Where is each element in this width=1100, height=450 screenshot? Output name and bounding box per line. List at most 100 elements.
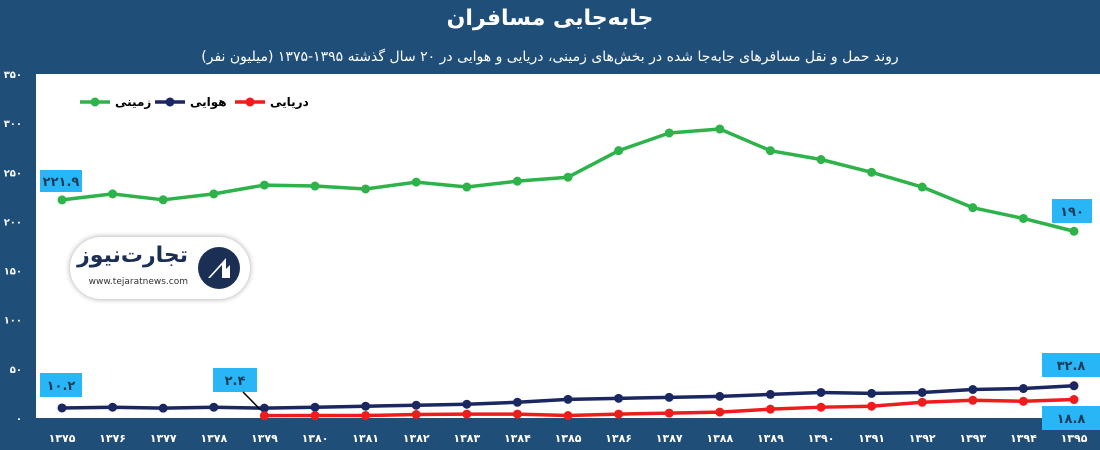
data-point bbox=[1069, 381, 1079, 391]
data-point bbox=[259, 403, 269, 413]
data-point bbox=[563, 411, 573, 421]
data-label-box bbox=[1042, 353, 1100, 377]
data-point bbox=[867, 167, 877, 177]
data-point bbox=[462, 409, 472, 419]
data-label: ۲۲۱.۹ bbox=[43, 175, 80, 190]
chart-title: جابه‌جایی مسافران bbox=[446, 6, 654, 31]
data-point bbox=[563, 394, 573, 404]
data-point bbox=[209, 402, 219, 412]
data-point bbox=[512, 397, 522, 407]
data-point bbox=[361, 184, 371, 194]
data-point bbox=[614, 409, 624, 419]
legend-label-2: دریایی bbox=[270, 95, 309, 109]
data-point bbox=[664, 408, 674, 418]
data-label-box bbox=[1052, 199, 1092, 223]
y-tick-label: ۰ bbox=[16, 414, 22, 425]
data-point bbox=[917, 397, 927, 407]
data-label-box bbox=[40, 170, 82, 192]
x-tick-label: ۱۳۹۱ bbox=[858, 432, 885, 445]
x-tick-label: ۱۳۸۳ bbox=[453, 432, 480, 445]
legend-label-1: هوایی bbox=[190, 95, 227, 110]
x-tick-label: ۱۳۹۳ bbox=[959, 432, 986, 445]
data-point bbox=[1069, 226, 1079, 236]
data-point bbox=[765, 146, 775, 156]
data-point bbox=[158, 403, 168, 413]
data-label: ۲.۴ bbox=[225, 374, 246, 389]
data-point bbox=[715, 407, 725, 417]
data-point bbox=[715, 124, 725, 134]
data-label-box bbox=[213, 368, 257, 392]
data-point bbox=[411, 410, 421, 420]
x-tick-label: ۱۳۹۴ bbox=[1010, 432, 1037, 445]
data-point bbox=[361, 401, 371, 411]
data-label-box bbox=[40, 373, 82, 397]
data-point bbox=[765, 404, 775, 414]
data-point bbox=[715, 391, 725, 401]
x-tick-label: ۱۳۸۱ bbox=[352, 432, 379, 445]
x-tick-label: ۱۳۷۵ bbox=[49, 432, 76, 445]
data-point bbox=[1018, 384, 1028, 394]
data-point bbox=[1018, 396, 1028, 406]
data-point bbox=[108, 402, 118, 412]
data-point bbox=[1018, 213, 1028, 223]
data-point bbox=[361, 411, 371, 421]
data-point bbox=[158, 195, 168, 205]
data-point bbox=[968, 395, 978, 405]
x-tick-label: ۱۳۸۰ bbox=[302, 432, 329, 445]
y-tick-label: ۱۵۰ bbox=[4, 267, 22, 278]
legend-marker-0 bbox=[90, 97, 100, 107]
data-point bbox=[259, 180, 269, 190]
data-point bbox=[664, 128, 674, 138]
data-point bbox=[664, 392, 674, 402]
y-tick-label: ۳۰۰ bbox=[4, 119, 22, 130]
data-point bbox=[512, 409, 522, 419]
data-point bbox=[310, 181, 320, 191]
chart-subtitle: روند حمل و نقل مسافرهای جابه‌جا شده در ب… bbox=[201, 49, 899, 65]
data-point bbox=[512, 176, 522, 186]
data-point bbox=[411, 400, 421, 410]
leader-line bbox=[242, 391, 261, 411]
y-tick-label: ۵۰ bbox=[10, 365, 22, 376]
data-point bbox=[259, 411, 269, 421]
data-point bbox=[462, 182, 472, 192]
data-point bbox=[816, 387, 826, 397]
logo-name: تجارت‌نیوز bbox=[77, 243, 188, 268]
data-point bbox=[411, 177, 421, 187]
logo-mark-icon bbox=[198, 247, 240, 289]
y-tick-label: ۳۵۰ bbox=[4, 70, 22, 81]
data-point bbox=[968, 203, 978, 213]
data-point bbox=[57, 195, 67, 205]
data-label: ۱۸.۸ bbox=[1057, 412, 1086, 427]
data-point bbox=[816, 402, 826, 412]
legend-label-0: زمینی bbox=[115, 95, 151, 109]
data-point bbox=[816, 155, 826, 165]
data-label: ۱۰.۲ bbox=[47, 379, 76, 394]
y-tick-label: ۲۰۰ bbox=[4, 217, 22, 228]
data-label: ۳۲.۸ bbox=[1057, 359, 1086, 374]
legend-marker-1 bbox=[165, 97, 175, 107]
x-tick-label: ۱۳۸۴ bbox=[504, 432, 531, 445]
x-tick-label: ۱۳۷۹ bbox=[251, 432, 278, 445]
data-point bbox=[462, 399, 472, 409]
data-point bbox=[310, 402, 320, 412]
data-point bbox=[310, 411, 320, 421]
data-point bbox=[563, 172, 573, 182]
data-point bbox=[867, 388, 877, 398]
x-tick-label: ۱۳۹۵ bbox=[1061, 432, 1088, 445]
x-tick-label: ۱۳۸۹ bbox=[757, 432, 784, 445]
data-label-box bbox=[1042, 406, 1100, 430]
x-tick-label: ۱۳۸۸ bbox=[706, 432, 733, 445]
x-tick-label: ۱۳۸۷ bbox=[656, 432, 683, 445]
data-point bbox=[917, 182, 927, 192]
y-tick-label: ۲۵۰ bbox=[4, 168, 22, 179]
x-tick-label: ۱۳۹۰ bbox=[808, 432, 835, 445]
x-tick-label: ۱۳۷۷ bbox=[150, 432, 177, 445]
data-point bbox=[968, 384, 978, 394]
data-label: ۱۹۰ bbox=[1060, 205, 1084, 220]
data-point bbox=[917, 387, 927, 397]
tejaratnews-logo: تجارت‌نیوز www.tejaratnews.com bbox=[70, 237, 250, 299]
x-tick-label: ۱۳۷۶ bbox=[99, 432, 126, 445]
data-point bbox=[614, 146, 624, 156]
data-point bbox=[867, 401, 877, 411]
